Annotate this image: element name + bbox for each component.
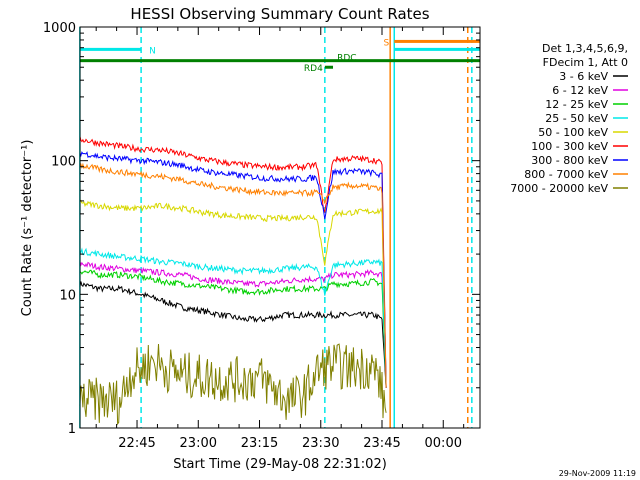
flag-bar (79, 59, 481, 63)
series-line (79, 136, 387, 388)
flag-label: RD4 (304, 64, 323, 74)
flag-bar (394, 39, 480, 43)
x-tick-label: 23:00 (180, 436, 217, 451)
legend-entry-label: 6 - 12 keV (552, 84, 608, 97)
legend-entry-label: 7000 - 20000 keV (510, 182, 608, 195)
series-line (79, 261, 387, 388)
legend-entry-label: 3 - 6 keV (559, 70, 608, 83)
legend-header: FDecim 1, Att 0 (543, 56, 628, 69)
legend-entry-label: 100 - 300 keV (531, 140, 608, 153)
legend-entry-label: 50 - 100 keV (538, 126, 608, 139)
chart-title: HESSI Observing Summary Count Rates (130, 5, 429, 23)
legend-header: Det 1,3,4,5,6,9, (542, 42, 628, 55)
footer-timestamp: 29-Nov-2009 11:19 (559, 469, 636, 478)
flag-label: N (149, 46, 156, 56)
series-line (79, 281, 387, 388)
flag-label: S (384, 38, 390, 48)
x-tick-label: 22:45 (118, 436, 155, 451)
y-axis-label: Count Rate (s⁻¹ detector⁻¹) (20, 140, 35, 317)
legend-entry-label: 12 - 25 keV (545, 98, 608, 111)
legend: Det 1,3,4,5,6,9,FDecim 1, Att 03 - 6 keV… (510, 42, 628, 195)
series-line (79, 269, 387, 388)
legend-entry-label: 300 - 800 keV (531, 154, 608, 167)
plot-frame (79, 26, 481, 429)
x-tick-label: 23:30 (302, 436, 339, 451)
series-line (79, 343, 387, 426)
series-line (79, 162, 387, 388)
series-line (79, 151, 387, 388)
flag-bar (79, 47, 142, 51)
flag-bar (394, 47, 480, 51)
legend-entry-label: 800 - 7000 keV (524, 168, 608, 181)
x-tick-label: 23:15 (241, 436, 278, 451)
y-tick-label: 10 (59, 288, 76, 303)
y-tick-label: 100 (51, 155, 76, 170)
y-tick-label: 1000 (43, 21, 76, 36)
flag-label: RDC (337, 54, 356, 64)
y-tick-label: 1 (68, 422, 76, 437)
x-tick-label: 00:00 (425, 436, 462, 451)
plot-area: N RDC RD4 S 1 10 100 1000 22:45 23:00 23:15 23:30 23… (43, 21, 481, 451)
series-line (79, 199, 387, 388)
x-tick-label: 23:45 (363, 436, 400, 451)
x-axis-label: Start Time (29-May-08 22:31:02) (173, 457, 387, 472)
legend-entry-label: 25 - 50 keV (545, 112, 608, 125)
series-line (79, 247, 387, 388)
flag-bar (324, 65, 334, 69)
